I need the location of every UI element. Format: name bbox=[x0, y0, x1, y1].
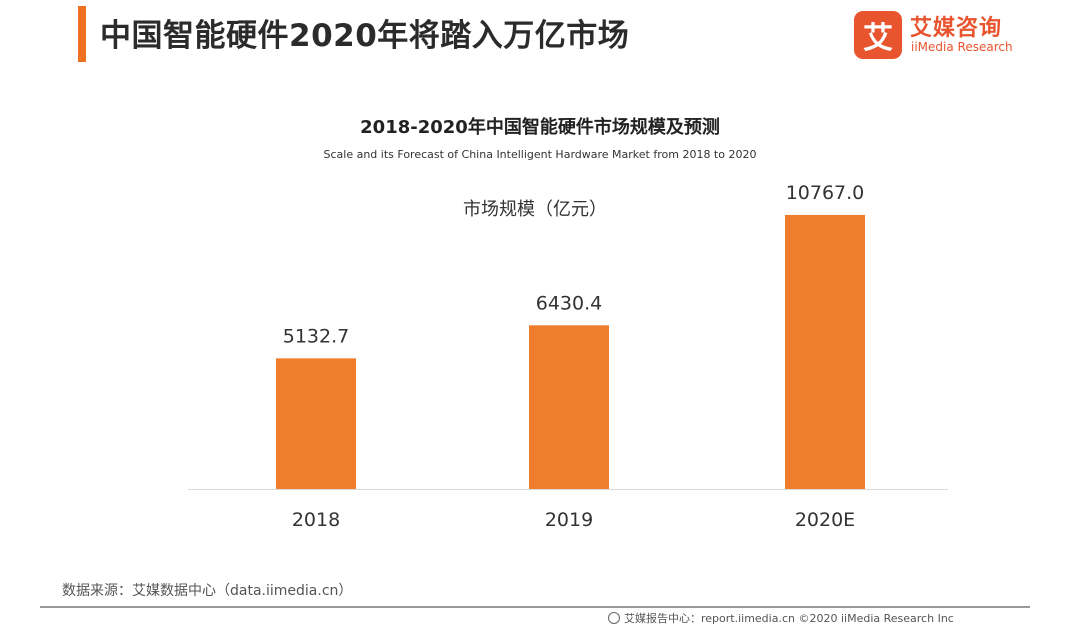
chart-subtitle: Scale and its Forecast of China Intellig… bbox=[323, 148, 757, 161]
logo-name-en: iiMedia Research bbox=[911, 40, 1013, 54]
logo-mark: 艾 bbox=[863, 21, 893, 56]
series-legend-label: 市场规模（亿元） bbox=[463, 199, 607, 220]
bar-2018 bbox=[276, 358, 356, 489]
data-label-2020E: 10767.0 bbox=[786, 182, 865, 204]
report-center-icon bbox=[608, 612, 620, 624]
data-source: 数据来源：艾媒数据中心（data.iimedia.cn） bbox=[62, 583, 353, 599]
tick-label-2019: 2019 bbox=[545, 509, 593, 531]
logo-name-cn: 艾媒咨询 bbox=[910, 16, 1003, 41]
tick-label-2020E: 2020E bbox=[795, 509, 855, 531]
iimedia-logo-icon: 艾 bbox=[854, 11, 902, 59]
footer-divider bbox=[40, 606, 1030, 608]
chart-title: 2018-2020年中国智能硬件市场规模及预测 bbox=[360, 117, 720, 138]
title-accent-bar bbox=[78, 6, 86, 62]
bar-2020E bbox=[785, 214, 865, 489]
data-label-2018: 5132.7 bbox=[283, 325, 349, 347]
tick-label-2018: 2018 bbox=[292, 509, 340, 531]
data-label-2019: 6430.4 bbox=[536, 292, 602, 314]
footer-credit: 艾媒报告中心：report.iimedia.cn ©2020 iiMedia R… bbox=[624, 612, 954, 625]
bar-2019 bbox=[529, 325, 609, 489]
page-title: 中国智能硬件2020年将踏入万亿市场 bbox=[100, 18, 630, 54]
